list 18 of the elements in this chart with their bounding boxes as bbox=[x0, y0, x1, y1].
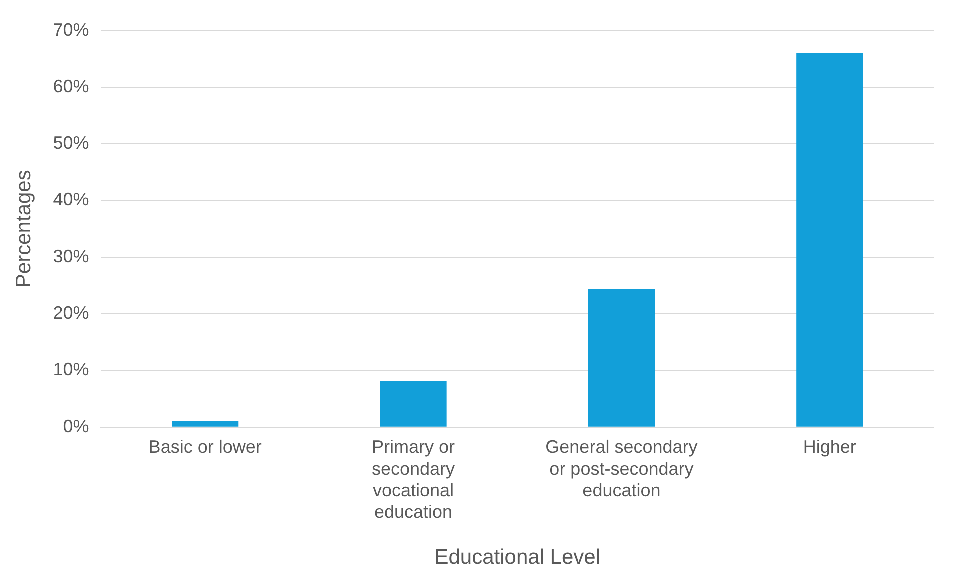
y-tick-label: 10% bbox=[53, 360, 90, 380]
y-tick-label: 30% bbox=[53, 246, 90, 266]
y-tick-label: 70% bbox=[53, 20, 90, 40]
x-tick-label: Higher bbox=[803, 437, 856, 458]
x-tick-label: Basic or lower bbox=[148, 437, 262, 458]
x-tick-label: Primary or secondary vocational education bbox=[372, 437, 456, 522]
y-tick-label: 20% bbox=[53, 303, 90, 324]
x-tick-label: General secondary or post-secondary education bbox=[546, 437, 698, 500]
x-axis-title: Educational Level bbox=[434, 546, 601, 570]
y-tick-label: 40% bbox=[53, 190, 90, 210]
bar bbox=[172, 421, 239, 427]
bar bbox=[796, 53, 864, 427]
y-tick-label: 60% bbox=[53, 76, 90, 96]
y-tick-label: 50% bbox=[53, 133, 90, 154]
y-tick-label: 0% bbox=[63, 416, 90, 436]
bar bbox=[380, 382, 447, 427]
y-axis-title: Percentages bbox=[12, 170, 36, 288]
bar bbox=[588, 289, 656, 427]
